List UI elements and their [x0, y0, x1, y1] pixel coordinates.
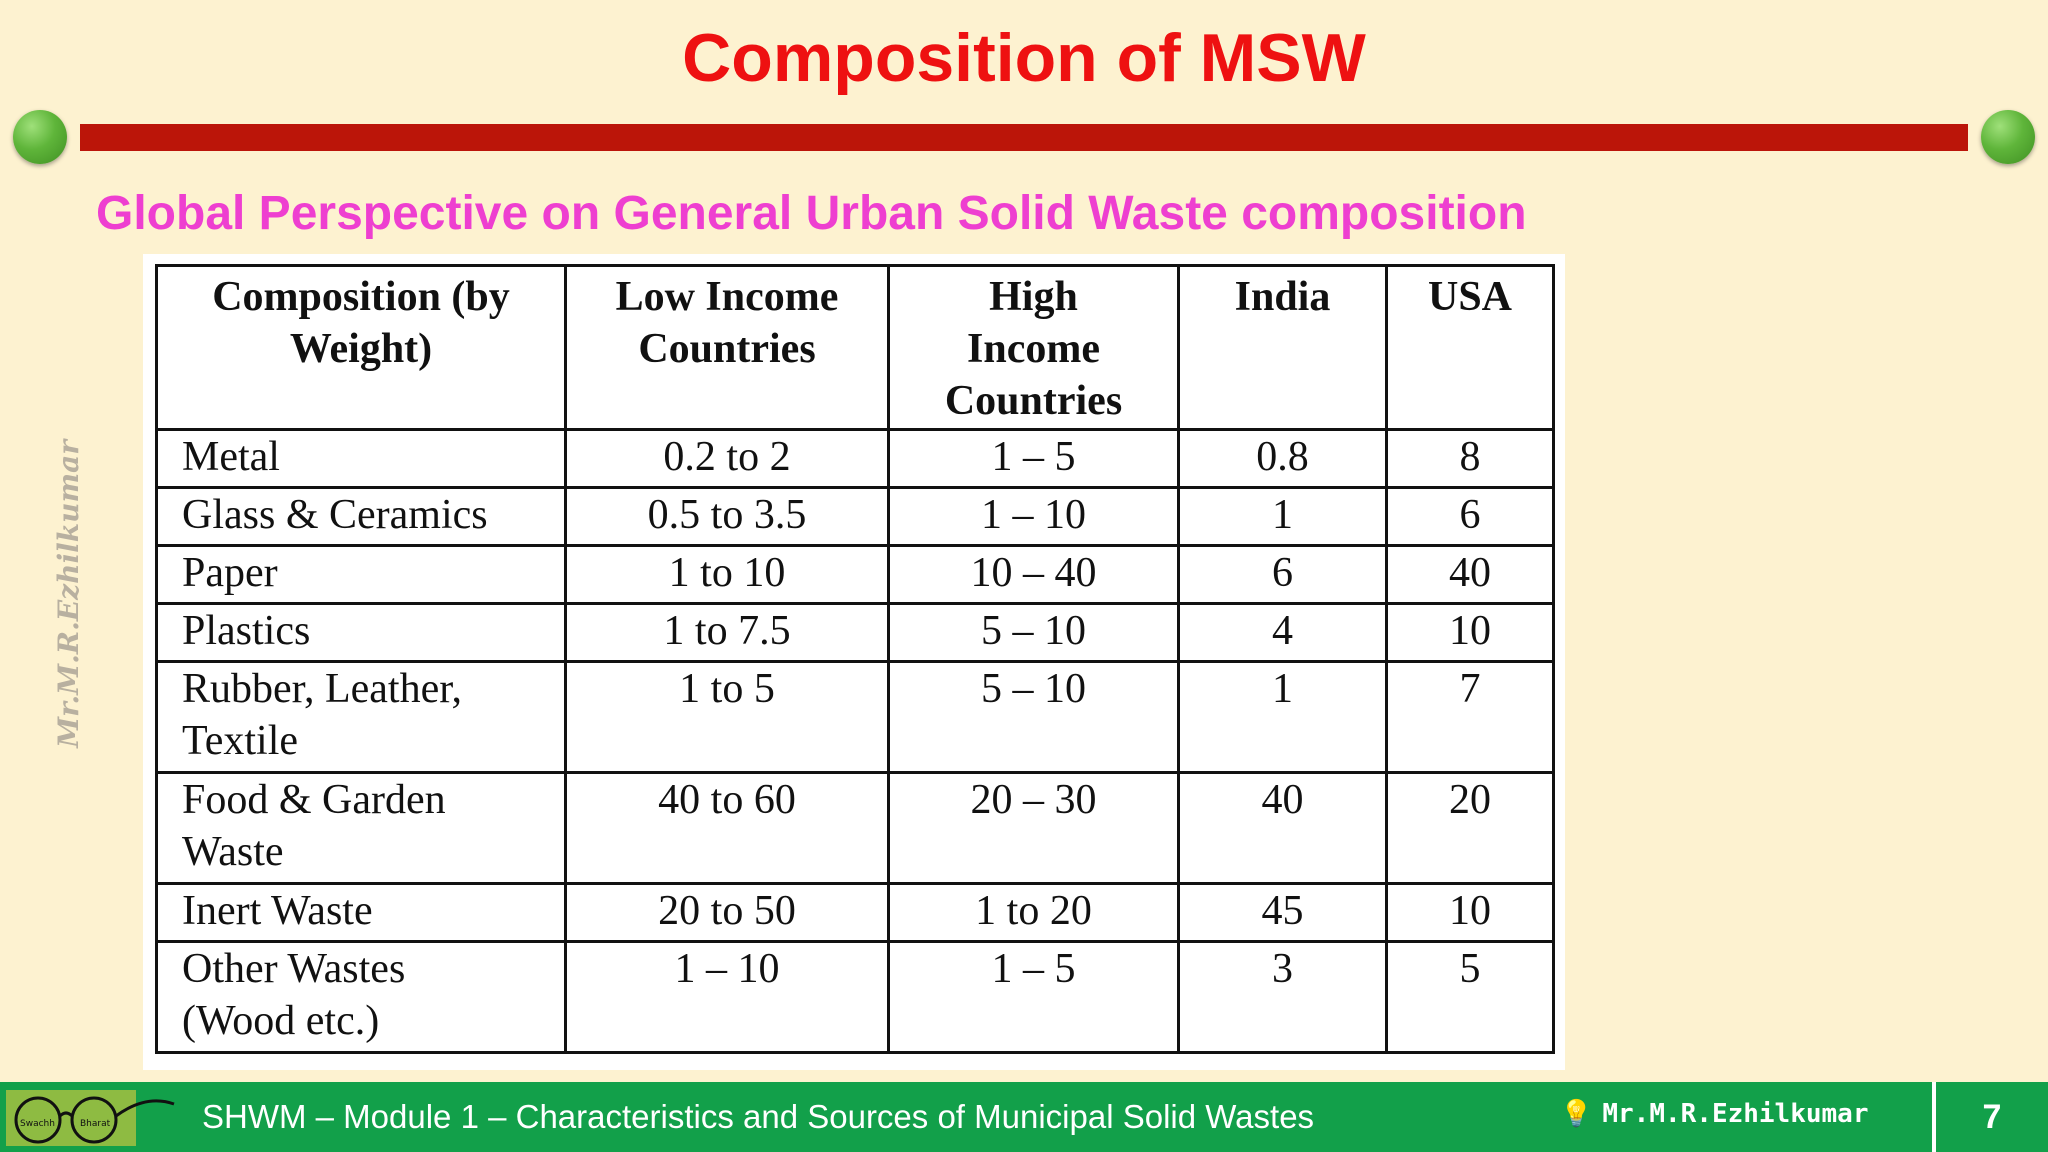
cell-low: 1 to 5 — [564, 660, 890, 774]
header-line: USA — [1427, 274, 1513, 320]
table-row: Food & Garden Waste 40 to 60 20 – 30 40 20 — [155, 771, 1555, 885]
page-number: 7 — [1982, 1098, 2002, 1136]
cell-usa: 6 — [1385, 486, 1555, 547]
row-label-line: Other Wastes — [182, 946, 406, 992]
cell-india: 3 — [1177, 940, 1388, 1054]
row-label-line: Metal — [182, 434, 280, 480]
cell-low: 1 to 10 — [564, 544, 890, 605]
row-label-line: (Wood etc.) — [182, 998, 380, 1044]
table-header-row: Composition (by Weight) Low Income Countrie… — [155, 264, 1555, 431]
cell-low: 0.5 to 3.5 — [564, 486, 890, 547]
green-bullet-left — [13, 110, 67, 164]
row-label-line: Paper — [182, 550, 278, 596]
row-label-line: Glass & Ceramics — [182, 492, 488, 538]
cell-high: 5 – 10 — [887, 660, 1180, 774]
row-label: Other Wastes (Wood etc.) — [155, 940, 567, 1054]
row-label: Metal — [155, 428, 567, 489]
footer-author-name: Mr.M.R.Ezhilkumar — [1602, 1099, 1869, 1129]
cell-usa: 20 — [1385, 771, 1555, 885]
table-row: Glass & Ceramics 0.5 to 3.5 1 – 10 1 6 — [155, 486, 1555, 547]
table-panel: Composition (by Weight) Low Income Countrie… — [143, 254, 1565, 1070]
header-line: High — [989, 274, 1078, 320]
cell-india: 1 — [1177, 660, 1388, 774]
cell-india: 40 — [1177, 771, 1388, 885]
header-high-income: High Income Countries — [887, 264, 1180, 431]
footer-author: 💡 Mr.M.R.Ezhilkumar — [1560, 1082, 1868, 1152]
table-row: Inert Waste 20 to 50 1 to 20 45 10 — [155, 882, 1555, 943]
footer-bar: Swachh Bharat SHWM – Module 1 – Characte… — [0, 1082, 2048, 1152]
row-label: Rubber, Leather, Textile — [155, 660, 567, 774]
header-line: India — [1234, 274, 1331, 320]
cell-usa: 8 — [1385, 428, 1555, 489]
cell-low: 20 to 50 — [564, 882, 890, 943]
row-label-line: Waste — [182, 829, 284, 875]
footer-module-text: SHWM – Module 1 – Characteristics and So… — [202, 1098, 1315, 1135]
cell-high: 5 – 10 — [887, 602, 1180, 663]
cell-high: 10 – 40 — [887, 544, 1180, 605]
green-bullet-right — [1981, 110, 2035, 164]
header-line: Weight) — [289, 326, 433, 372]
cell-high: 1 – 10 — [887, 486, 1180, 547]
cell-usa: 5 — [1385, 940, 1555, 1054]
cell-usa: 40 — [1385, 544, 1555, 605]
cell-usa: 10 — [1385, 882, 1555, 943]
swachh-bharat-logo: Swachh Bharat — [6, 1090, 175, 1146]
cell-high: 1 – 5 — [887, 940, 1180, 1054]
row-label-line: Food & Garden — [182, 777, 446, 823]
author-watermark: Mr.M.R.Ezhilkumar — [52, 440, 85, 748]
cell-low: 40 to 60 — [564, 771, 890, 885]
header-india: India — [1177, 264, 1388, 431]
header-line: Income — [967, 326, 1100, 372]
header-composition: Composition (by Weight) — [155, 264, 567, 431]
slide-subtitle: Global Perspective on General Urban Soli… — [96, 187, 1527, 240]
cell-india: 4 — [1177, 602, 1388, 663]
cell-usa: 10 — [1385, 602, 1555, 663]
header-line: Countries — [638, 326, 816, 372]
logo-text-right: Bharat — [80, 1119, 111, 1129]
header-usa: USA — [1385, 264, 1555, 431]
cell-india: 45 — [1177, 882, 1388, 943]
row-label-line: Rubber, Leather, — [182, 666, 463, 712]
cell-high: 1 – 5 — [887, 428, 1180, 489]
header-line: Composition (by — [212, 274, 510, 320]
row-label-line: Plastics — [182, 608, 311, 654]
footer-separator — [1932, 1082, 1936, 1152]
row-label: Plastics — [155, 602, 567, 663]
title-divider — [80, 124, 1968, 151]
slide-title: Composition of MSW — [682, 20, 1366, 96]
row-label: Paper — [155, 544, 567, 605]
header-low-income: Low Income Countries — [564, 264, 890, 431]
row-label: Food & Garden Waste — [155, 771, 567, 885]
cell-usa: 7 — [1385, 660, 1555, 774]
row-label: Inert Waste — [155, 882, 567, 943]
cell-india: 1 — [1177, 486, 1388, 547]
cell-india: 0.8 — [1177, 428, 1388, 489]
table-row: Paper 1 to 10 10 – 40 6 40 — [155, 544, 1555, 605]
cell-high: 20 – 30 — [887, 771, 1180, 885]
composition-table: Composition (by Weight) Low Income Countrie… — [155, 264, 1555, 1054]
table-row: Plastics 1 to 7.5 5 – 10 4 10 — [155, 602, 1555, 663]
row-label-line: Inert Waste — [182, 888, 373, 934]
cell-low: 1 – 10 — [564, 940, 890, 1054]
header-line: Countries — [944, 378, 1123, 424]
logo-text-left: Swachh — [20, 1119, 55, 1129]
cell-high: 1 to 20 — [887, 882, 1180, 943]
row-label-line: Textile — [182, 718, 299, 764]
cell-low: 0.2 to 2 — [564, 428, 890, 489]
cell-low: 1 to 7.5 — [564, 602, 890, 663]
row-label: Glass & Ceramics — [155, 486, 567, 547]
header-line: Low Income — [615, 274, 839, 320]
cell-india: 6 — [1177, 544, 1388, 605]
lightbulb-icon: 💡 — [1560, 1099, 1593, 1129]
